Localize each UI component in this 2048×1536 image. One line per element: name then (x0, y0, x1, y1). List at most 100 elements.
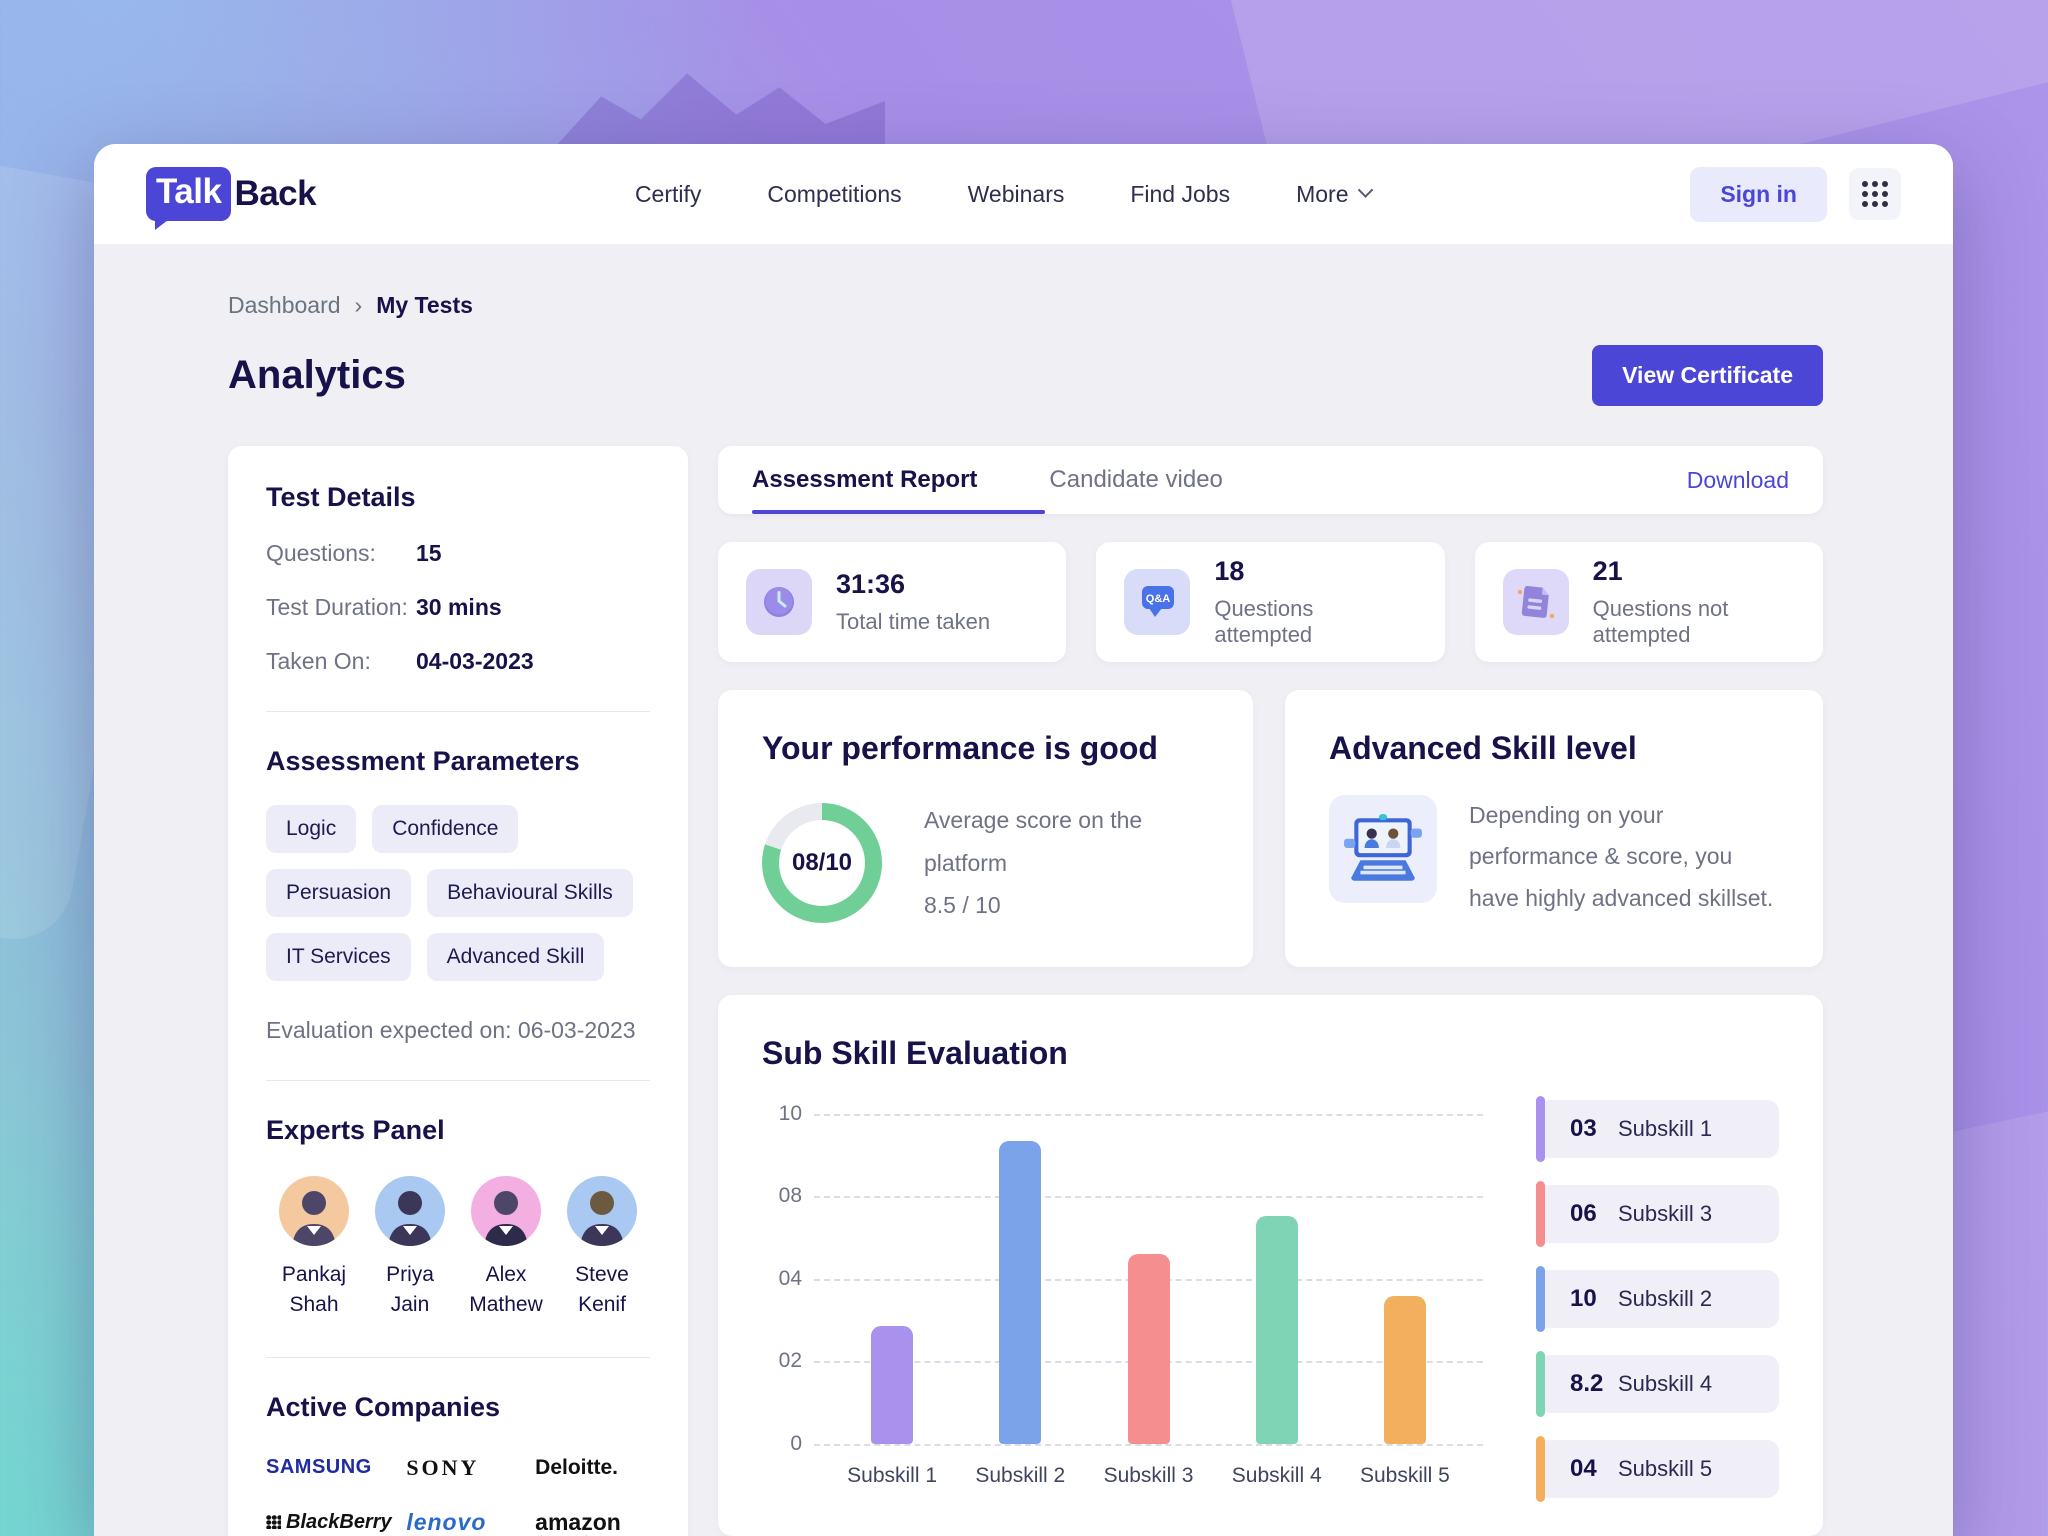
report-tabbar: Assessment Report Candidate video Downlo… (718, 446, 1823, 514)
bar-slot (1213, 1114, 1341, 1444)
detail-label: Taken On: (266, 648, 371, 674)
sony-logo: SONY (406, 1454, 480, 1480)
test-details-title: Test Details (266, 482, 416, 512)
nav-item-more[interactable]: More (1296, 180, 1374, 208)
person-silhouette-icon (292, 1191, 336, 1246)
stats-row: 31:36 Total time taken Q&A 18 Questions … (718, 542, 1823, 662)
person-silhouette-icon (388, 1191, 432, 1246)
svg-text:Q&A: Q&A (1146, 593, 1171, 605)
skill-level-description: Depending on your performance & score, y… (1469, 802, 1774, 911)
stat-value: 21 (1592, 556, 1623, 586)
nav-item-label: Competitions (767, 180, 902, 207)
performance-donut: 08/10 (762, 802, 882, 923)
legend-label: Subskill 4 (1618, 1370, 1713, 1396)
document-icon (1502, 569, 1569, 635)
summary-cards: Your performance is good 08/10 Average s… (718, 690, 1823, 967)
performance-title: Your performance is good (762, 730, 1158, 766)
view-certificate-button[interactable]: View Certificate (1592, 345, 1823, 406)
active-companies-section: Active Companies SAMSUNG SONY Deloitte. … (266, 1392, 650, 1536)
x-label: Subskill 5 (1359, 1463, 1450, 1487)
chip-persuasion: Persuasion (266, 869, 412, 917)
expert-first-name: Priya (386, 1263, 434, 1286)
apps-grid-icon (1861, 181, 1888, 207)
avatar (471, 1176, 541, 1246)
skill-level-card: Advanced Skill level Depending on your p… (1285, 690, 1823, 967)
y-tick: 08 (778, 1184, 802, 1208)
nav-item-webinars[interactable]: Webinars (968, 181, 1065, 208)
chart-title: Sub Skill Evaluation (762, 1034, 1068, 1071)
page-title: Analytics (228, 353, 406, 397)
company-logos: SAMSUNG SONY Deloitte. BlackBerry lenovo… (266, 1455, 650, 1536)
legend-value: 04 (1570, 1454, 1597, 1482)
gridline (814, 1443, 1483, 1446)
background-mountain-shape (555, 73, 885, 147)
nav-item-certify[interactable]: Certify (635, 181, 701, 208)
bar-chart: 10 08 04 02 0 (762, 1102, 1483, 1498)
evaluation-note: Evaluation expected on: 06-03-2023 (266, 1017, 636, 1043)
x-axis: Subskill 1 Subskill 2 Subskill 3 Subskil… (762, 1464, 1483, 1488)
performance-score: 08/10 (791, 848, 853, 876)
bar-subskill-3 (1127, 1253, 1170, 1444)
experts-panel-title: Experts Panel (266, 1115, 445, 1145)
nav-item-label: Certify (634, 180, 702, 207)
chart-legend: 03 Subskill 1 06 Subskill 3 10 (1536, 1095, 1779, 1502)
lenovo-logo: lenovo (406, 1508, 487, 1535)
detail-label: Test Duration: (266, 594, 408, 620)
detail-value: 04-03-2023 (416, 648, 534, 674)
expert-last-name: Mathew (469, 1293, 543, 1317)
expert-card: Alex Mathew (458, 1176, 554, 1321)
nav-item-competitions[interactable]: Competitions (767, 181, 901, 208)
person-silhouette-icon (580, 1191, 624, 1246)
experts-panel-section: Experts Panel Pankaj Shah (266, 1115, 650, 1321)
detail-row-questions: Questions: 15 (266, 540, 650, 567)
nav-item-label: More (1296, 180, 1349, 207)
y-tick: 10 (778, 1101, 802, 1125)
expert-last-name: Jain (390, 1293, 430, 1317)
breadcrumb-current: My Tests (376, 292, 473, 318)
bar-subskill-4 (1255, 1216, 1298, 1444)
blackberry-logo: BlackBerry (266, 1511, 392, 1534)
legend-item: 04 Subskill 5 (1536, 1435, 1779, 1502)
bar-slot (1341, 1114, 1469, 1444)
legend-item: 06 Subskill 3 (1536, 1180, 1779, 1247)
avatar (375, 1176, 445, 1246)
stat-texts: 31:36 Total time taken (836, 569, 990, 635)
stat-label: Questions not attempted (1592, 596, 1729, 647)
stat-label: Questions attempted (1214, 596, 1314, 647)
legend-accent (1536, 1265, 1545, 1332)
breadcrumb-dashboard-link[interactable]: Dashboard (228, 292, 341, 318)
y-tick: 0 (790, 1431, 802, 1455)
chart-wrap: 10 08 04 02 0 (762, 1095, 1779, 1502)
x-label: Subskill 3 (1103, 1463, 1194, 1487)
sign-in-button[interactable]: Sign in (1690, 166, 1827, 222)
chip-behavioural-skills: Behavioural Skills (427, 869, 633, 917)
breadcrumb-separator: › (354, 292, 363, 318)
bar-subskill-1 (871, 1325, 914, 1444)
tabs: Assessment Report Candidate video (752, 446, 1259, 514)
logo-talk-bubble: Talk (146, 167, 232, 230)
legend-label: Subskill 2 (1618, 1285, 1713, 1311)
performance-average-text: Average score on the platform 8.5 / 10 (924, 799, 1209, 927)
x-axis-spacer (762, 1464, 814, 1488)
legend-accent (1536, 1095, 1545, 1162)
download-link[interactable]: Download (1686, 466, 1789, 493)
tab-assessment-report[interactable]: Assessment Report (752, 446, 1046, 514)
plot-area (814, 1113, 1483, 1446)
samsung-logo: SAMSUNG (266, 1456, 372, 1479)
tab-candidate-video[interactable]: Candidate video (1049, 466, 1223, 493)
bar-slot (1084, 1114, 1212, 1444)
legend-accent (1536, 1350, 1545, 1417)
expert-name: Steve Kenif (554, 1260, 650, 1321)
talkback-logo[interactable]: Talk Back (146, 167, 317, 230)
expert-card: Steve Kenif (554, 1176, 650, 1321)
legend-label: Subskill 1 (1618, 1115, 1713, 1141)
navbar-actions: Sign in (1690, 166, 1901, 222)
deloitte-logo: Deloitte. (535, 1455, 618, 1479)
apps-grid-button[interactable] (1848, 168, 1901, 220)
stat-label: Total time taken (836, 609, 991, 634)
chip-logic: Logic (266, 805, 357, 853)
qa-bubble-icon: Q&A (1124, 569, 1191, 635)
y-tick: 02 (778, 1349, 802, 1373)
nav-item-find-jobs[interactable]: Find Jobs (1130, 181, 1230, 208)
breadcrumb: Dashboard › My Tests (228, 292, 1823, 319)
